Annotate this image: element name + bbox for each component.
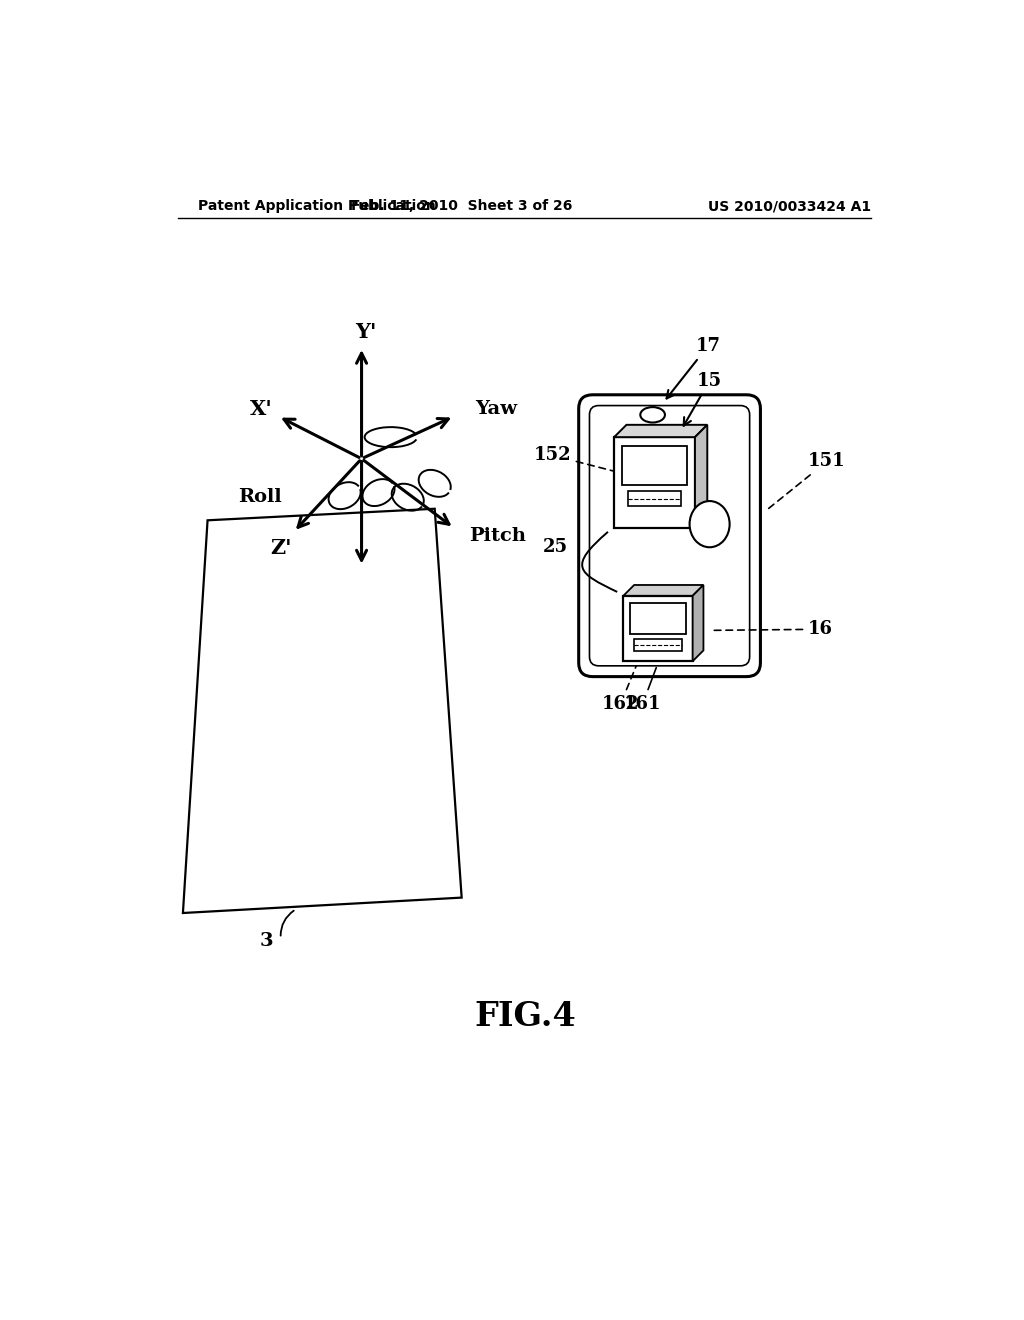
Text: US 2010/0033424 A1: US 2010/0033424 A1 (708, 199, 871, 213)
Text: 17: 17 (667, 337, 721, 399)
Polygon shape (692, 585, 703, 661)
Text: X': X' (250, 399, 272, 418)
FancyBboxPatch shape (579, 395, 761, 677)
Text: Patent Application Publication: Patent Application Publication (199, 199, 436, 213)
Text: 162: 162 (602, 667, 639, 713)
Text: FIG.4: FIG.4 (474, 1001, 575, 1034)
Polygon shape (695, 425, 708, 528)
Text: Y': Y' (355, 322, 377, 342)
Text: 25: 25 (544, 539, 568, 556)
Ellipse shape (689, 502, 730, 548)
Polygon shape (624, 595, 692, 661)
Text: Yaw: Yaw (475, 400, 518, 417)
Text: 152: 152 (534, 446, 613, 471)
Text: Pitch: Pitch (469, 527, 526, 545)
Text: 16: 16 (710, 620, 834, 639)
Text: Z': Z' (270, 539, 292, 558)
Polygon shape (614, 425, 708, 437)
Ellipse shape (640, 407, 665, 422)
Polygon shape (614, 437, 695, 528)
Text: 3: 3 (260, 932, 273, 950)
Text: Feb. 11, 2010  Sheet 3 of 26: Feb. 11, 2010 Sheet 3 of 26 (351, 199, 572, 213)
Text: 161: 161 (624, 668, 662, 713)
Text: 15: 15 (684, 371, 722, 426)
Polygon shape (624, 585, 703, 595)
Text: Roll: Roll (239, 488, 282, 506)
Text: 151: 151 (766, 453, 846, 511)
